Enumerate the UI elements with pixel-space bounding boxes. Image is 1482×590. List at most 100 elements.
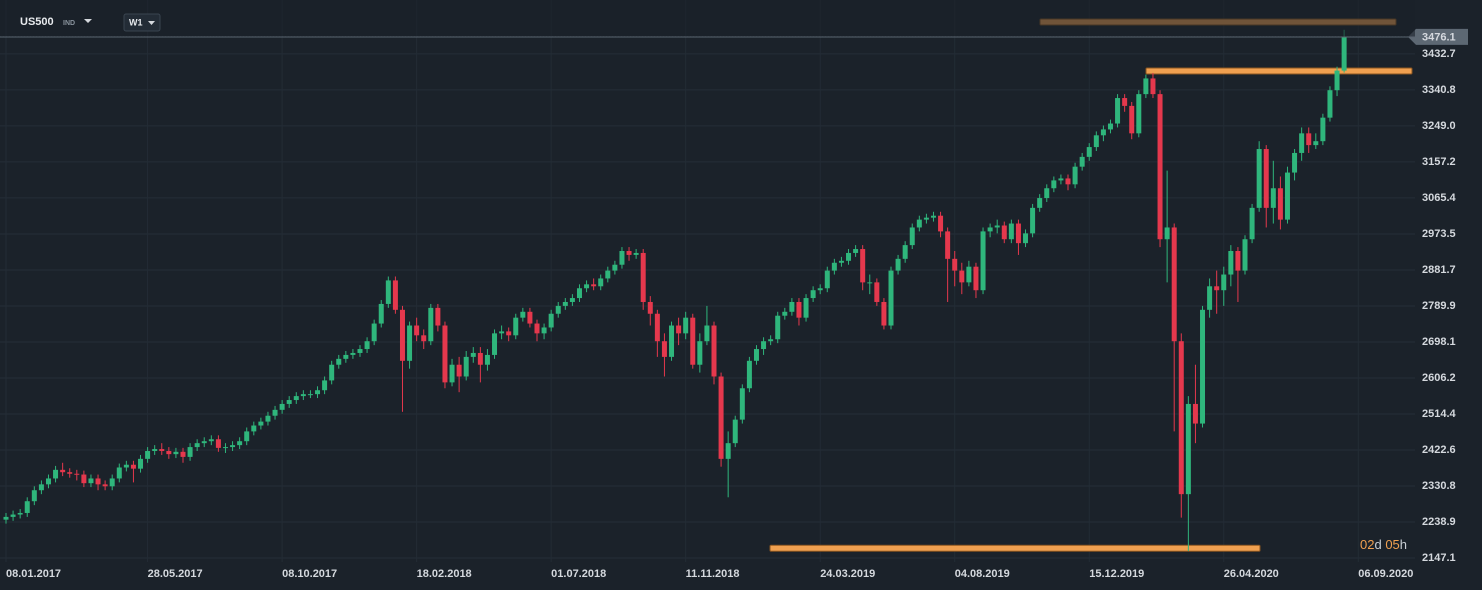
candle-body [10,514,16,517]
candle-body [1263,149,1269,208]
candle-body [1313,141,1319,146]
candle-body [683,317,689,334]
y-tick-label: 2514.4 [1422,408,1457,420]
y-tick-label: 3432.7 [1422,48,1456,60]
candle-body [1242,239,1248,271]
countdown-days: 02 [1360,537,1374,552]
candle-body [732,419,738,444]
candle-body [853,249,859,253]
y-tick-label: 3065.4 [1422,192,1457,204]
candle-body [1341,36,1347,71]
x-tick-label: 08.10.2017 [282,568,337,580]
candle-body [1086,147,1092,157]
candle-body [1100,129,1106,136]
candle-body [1228,250,1234,275]
symbol-dropdown[interactable] [84,19,92,23]
candle-body [633,252,639,255]
candle-body [1030,207,1036,234]
candle-body [88,478,94,484]
candle-body [930,215,936,218]
candle-body [874,282,880,302]
candle-body [520,311,526,318]
candle-body [612,264,618,271]
level-line [769,544,1261,552]
candle-body [1136,94,1142,134]
x-tick-label: 01.07.2018 [551,568,606,580]
y-tick-label: 2330.8 [1422,480,1456,492]
candle-body [1221,274,1227,291]
candle-body [718,376,724,459]
candle-body [307,394,313,396]
candle-body [782,311,788,316]
candle-body [605,270,611,279]
candle-body [1270,188,1276,208]
candle-body [492,333,498,355]
candle-body [1058,178,1064,181]
candle-body [152,449,158,452]
x-tick-label: 08.01.2017 [6,568,61,580]
candle-body [385,280,391,304]
candle-body [329,364,335,381]
candle-body [109,478,115,487]
x-tick-label: 28.05.2017 [148,568,203,580]
y-tick-label: 2973.5 [1422,228,1456,240]
candle-body [810,290,816,299]
candle-body [846,252,852,261]
interval[interactable]: W1 [129,17,143,27]
x-tick-label: 26.04.2020 [1224,568,1279,580]
candle-body [704,325,710,342]
interval-box[interactable] [123,13,161,32]
candle-body [541,327,547,334]
y-tick-label: 3157.2 [1422,156,1456,168]
candle-body [860,249,866,283]
candle-body [279,403,285,410]
y-tick-label: 3340.8 [1422,84,1456,96]
candle-body [945,231,951,259]
candle-body [895,258,901,271]
candle-body [258,421,264,426]
candle-body [1235,250,1241,271]
candle-body [789,301,795,312]
candle-body [746,360,752,389]
candle-body [244,431,250,442]
candle-body [1008,223,1014,240]
current-price-tag [1408,28,1468,45]
candle-body [1044,188,1050,199]
candle-body [697,341,703,365]
candle-body [1037,198,1043,208]
countdown: 02d 05h [1360,537,1407,552]
candle-body [1143,78,1149,95]
candle-body [237,441,243,446]
candle-body [60,469,66,473]
candle-body [350,352,356,355]
candle-body [619,250,625,265]
candle-body [1292,152,1298,173]
current-price-label: 3476.1 [1422,32,1456,44]
candle-body [753,349,759,361]
candle-body [1001,225,1007,240]
candle-body [867,282,873,284]
candle-body [74,473,80,475]
candle-body [824,270,830,289]
candle-body [449,364,455,383]
candle-body [357,349,363,353]
x-tick-label: 06.09.2020 [1358,568,1413,580]
candle-body [1164,227,1170,240]
candle-body [994,225,1000,228]
candle-body [293,396,299,401]
candle-body [973,266,979,291]
candle-body [640,252,646,302]
y-tick-label: 2238.9 [1422,516,1456,528]
candle-body [909,227,915,246]
candle-body [1256,149,1262,208]
candle-body [442,325,448,383]
candle-body [116,467,122,479]
symbol[interactable]: US500 [20,16,54,28]
interval-dropdown[interactable] [148,21,155,25]
candle-body [987,227,993,232]
candle-body [1122,98,1128,106]
candle-body [916,219,922,228]
candle-body [364,341,370,350]
candle-body [3,516,9,520]
